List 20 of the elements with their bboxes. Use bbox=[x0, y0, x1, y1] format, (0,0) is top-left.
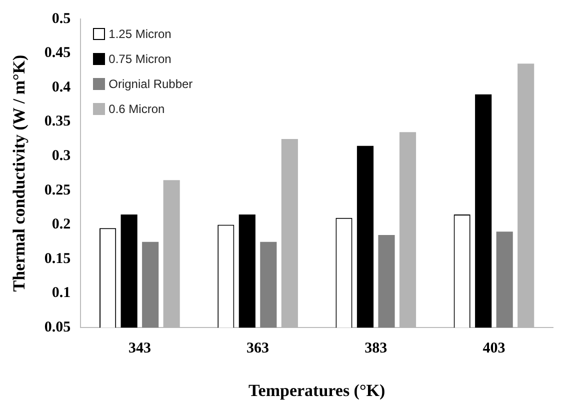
y-tick-label: 0.5 bbox=[52, 10, 71, 27]
y-tick-label: 0.1 bbox=[52, 285, 71, 302]
x-tick-label: 383 bbox=[364, 340, 388, 356]
x-tick-label: 363 bbox=[246, 340, 270, 356]
y-tick-label: 0.45 bbox=[44, 45, 71, 62]
legend-label: Orignial Rubber bbox=[108, 77, 193, 91]
y-tick-label: 0.25 bbox=[44, 182, 71, 198]
y-tick-label: 0.3 bbox=[52, 148, 71, 164]
y-tick-label: 0.35 bbox=[44, 114, 71, 130]
y-tick-label: 0.05 bbox=[44, 319, 71, 336]
legend-label: 0.75 Micron bbox=[108, 52, 172, 66]
y-tick-label: 0.4 bbox=[52, 79, 72, 96]
legend-label: 0.6 Micron bbox=[108, 102, 165, 116]
x-tick-label: 403 bbox=[482, 340, 506, 356]
y-tick-label: 0.15 bbox=[44, 250, 71, 267]
x-axis-title: Temperatures (°K) bbox=[248, 381, 386, 400]
x-tick-label: 343 bbox=[128, 340, 151, 356]
y-axis-title: Thermal conductivity (W / m°K) bbox=[10, 54, 29, 292]
legend-label: 1.25 Micron bbox=[108, 27, 172, 41]
y-tick-label: 0.2 bbox=[52, 216, 71, 233]
